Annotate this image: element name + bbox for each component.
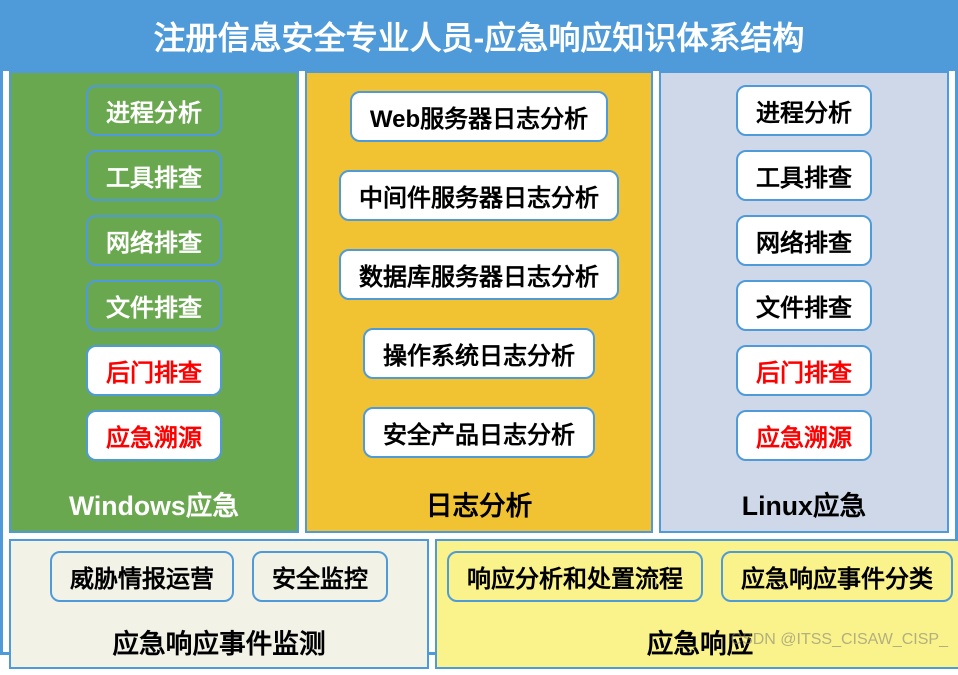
top-row: 进程分析 工具排查 网络排查 文件排查 后门排查 应急溯源 Windows应急 … (3, 71, 955, 539)
pill-logs-1: 中间件服务器日志分析 (339, 170, 619, 221)
column-logs: Web服务器日志分析 中间件服务器日志分析 数据库服务器日志分析 操作系统日志分… (305, 71, 653, 533)
column-label-linux: Linux应急 (742, 480, 866, 525)
pill-monitor-0: 威胁情报运营 (50, 551, 234, 602)
pill-linux-3: 文件排查 (736, 280, 872, 331)
column-linux: 进程分析 工具排查 网络排查 文件排查 后门排查 应急溯源 Linux应急 (659, 71, 949, 533)
diagram-frame: 注册信息安全专业人员-应急响应知识体系结构 进程分析 工具排查 网络排查 文件排… (0, 0, 958, 655)
pill-windows-5: 应急溯源 (86, 410, 222, 461)
bottom-left-pills: 威胁情报运营 安全监控 (21, 551, 417, 616)
bottom-right-label: 应急响应 (647, 616, 754, 663)
pill-response-0: 响应分析和处置流程 (447, 551, 703, 602)
pill-windows-4: 后门排查 (86, 345, 222, 396)
pill-logs-3: 操作系统日志分析 (363, 328, 595, 379)
pill-logs-4: 安全产品日志分析 (363, 407, 595, 458)
pill-windows-1: 工具排查 (86, 150, 222, 201)
pill-windows-2: 网络排查 (86, 215, 222, 266)
pill-linux-4: 后门排查 (736, 345, 872, 396)
bottom-right-pills: 响应分析和处置流程 应急响应事件分类 (447, 551, 953, 616)
pill-windows-3: 文件排查 (86, 280, 222, 331)
column-label-windows: Windows应急 (69, 480, 239, 525)
pill-linux-5: 应急溯源 (736, 410, 872, 461)
column-windows: 进程分析 工具排查 网络排查 文件排查 后门排查 应急溯源 Windows应急 (9, 71, 299, 533)
bottom-right-panel: 响应分析和处置流程 应急响应事件分类 应急响应 (435, 539, 958, 669)
pill-linux-0: 进程分析 (736, 85, 872, 136)
pill-logs-2: 数据库服务器日志分析 (339, 249, 619, 300)
bottom-left-label: 应急响应事件监测 (112, 616, 325, 663)
bottom-left-panel: 威胁情报运营 安全监控 应急响应事件监测 (9, 539, 429, 669)
pill-linux-2: 网络排查 (736, 215, 872, 266)
pill-logs-0: Web服务器日志分析 (350, 91, 608, 142)
pill-monitor-1: 安全监控 (252, 551, 388, 602)
diagram-title: 注册信息安全专业人员-应急响应知识体系结构 (3, 3, 955, 71)
pill-linux-1: 工具排查 (736, 150, 872, 201)
pill-response-1: 应急响应事件分类 (721, 551, 953, 602)
pill-windows-0: 进程分析 (86, 85, 222, 136)
column-label-logs: 日志分析 (426, 480, 533, 525)
